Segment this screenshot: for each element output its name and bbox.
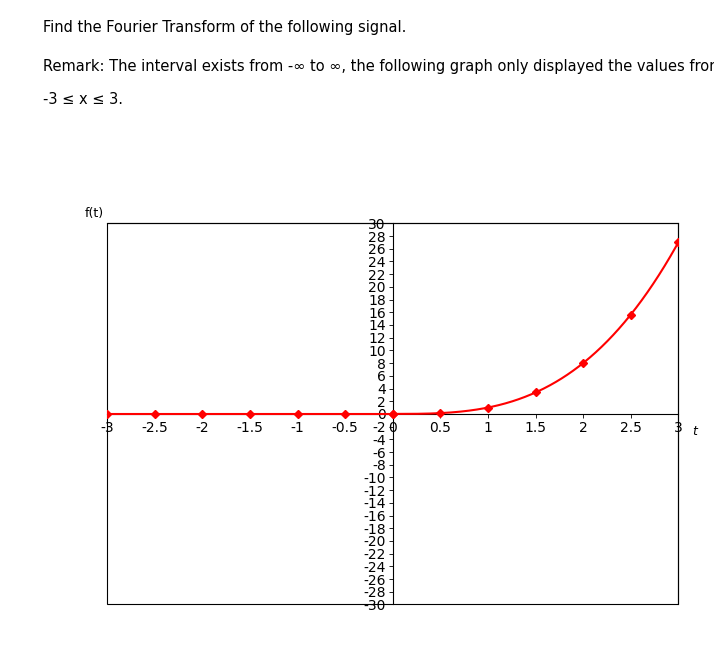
Text: -3 ≤ x ≤ 3.: -3 ≤ x ≤ 3. (43, 92, 123, 107)
Text: Remark: The interval exists from -∞ to ∞, the following graph only displayed the: Remark: The interval exists from -∞ to ∞… (43, 59, 714, 74)
Text: t: t (693, 425, 698, 438)
Bar (107, 223, 678, 604)
Text: f(t): f(t) (85, 206, 104, 219)
Text: Find the Fourier Transform of the following signal.: Find the Fourier Transform of the follow… (43, 20, 406, 35)
